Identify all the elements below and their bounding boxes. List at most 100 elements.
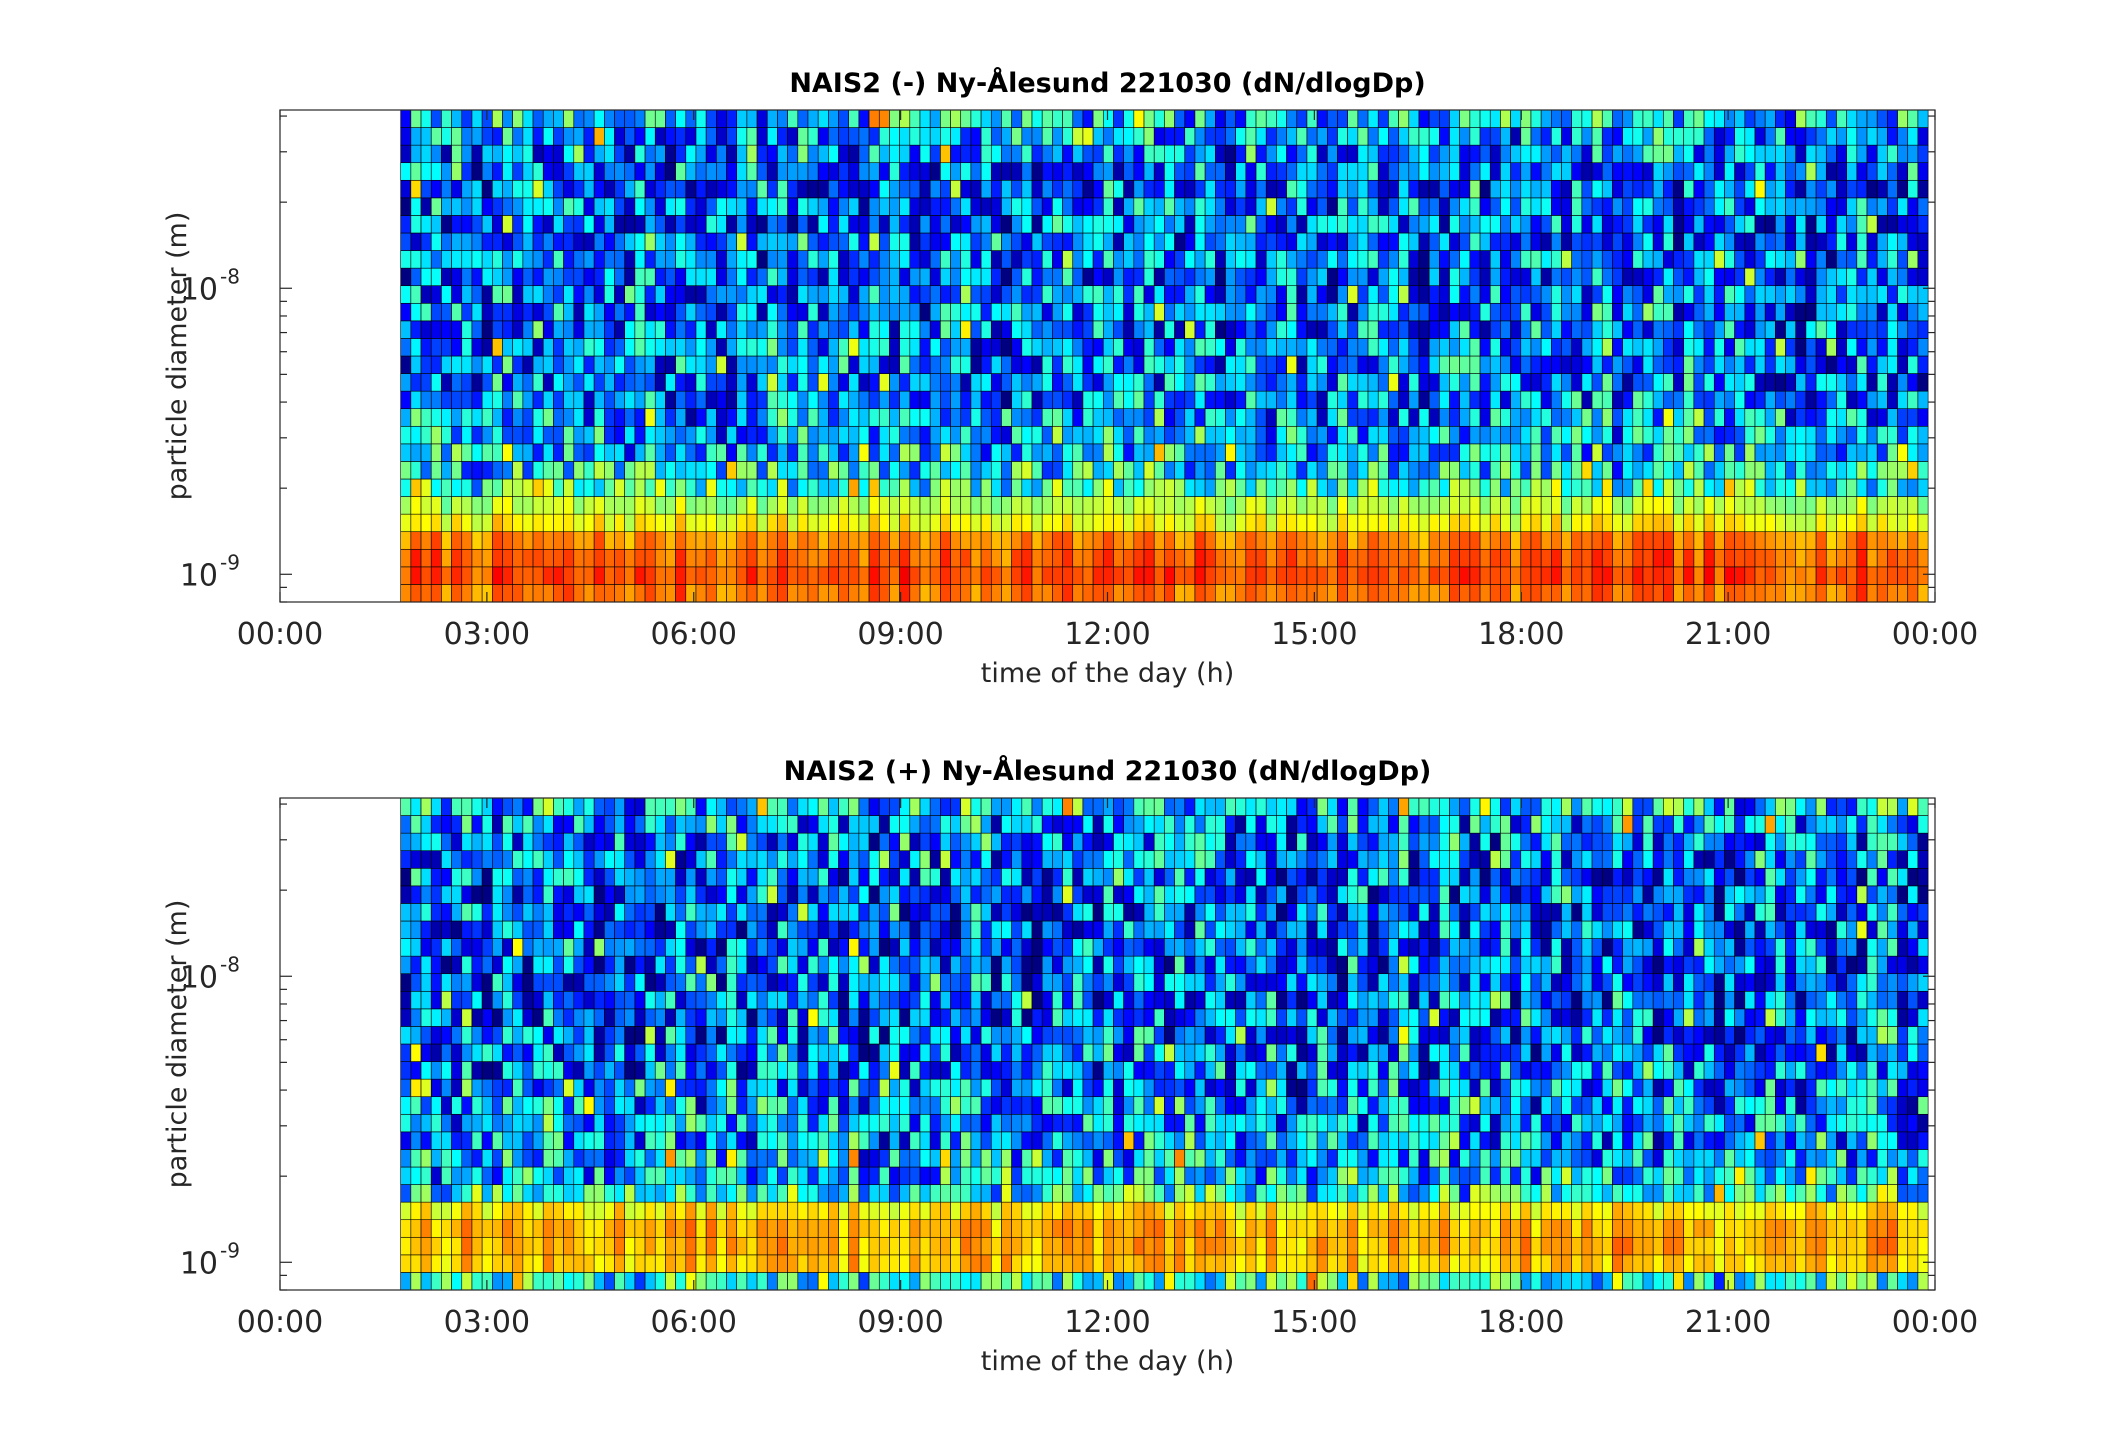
heatmap-cell (1917, 215, 1929, 234)
heatmap-cell (553, 548, 564, 568)
heatmap-cell (410, 531, 422, 550)
heatmap-cell (1377, 232, 1389, 251)
heatmap-cell (919, 144, 931, 164)
heatmap-cell (980, 531, 992, 550)
heatmap-cell (980, 179, 992, 199)
heatmap-cell (1897, 408, 1909, 427)
heatmap-cell (1133, 425, 1145, 445)
heatmap-cell (1642, 408, 1654, 427)
heatmap-cell (420, 1096, 432, 1115)
heatmap-cell (410, 285, 422, 304)
heatmap-cell (563, 179, 575, 199)
heatmap-cell (614, 373, 626, 392)
heatmap-cell (705, 197, 717, 216)
heatmap-cell (1041, 443, 1053, 462)
heatmap-cell (950, 179, 962, 199)
heatmap-cell (1846, 513, 1858, 533)
heatmap-cell (848, 461, 860, 480)
heatmap-cell (766, 197, 778, 216)
heatmap-cell (1795, 548, 1807, 568)
heatmap-cell (940, 179, 951, 199)
heatmap-cell (1713, 162, 1725, 181)
heatmap-cell (1652, 162, 1664, 181)
heatmap-cell (542, 478, 554, 497)
heatmap-cell (573, 990, 585, 1010)
heatmap-cell (1561, 179, 1573, 199)
heatmap-cell (1276, 496, 1287, 515)
heatmap-cell (553, 1008, 564, 1027)
heatmap-cell (522, 1096, 534, 1115)
heatmap-cell (1500, 443, 1511, 462)
heatmap-cell (1031, 127, 1043, 146)
heatmap-cell (1001, 496, 1012, 515)
heatmap-cell (1316, 478, 1328, 497)
heatmap-cell (400, 109, 412, 128)
heatmap-cell (1795, 338, 1807, 357)
heatmap-cell (471, 408, 483, 427)
heatmap-cell (1642, 496, 1654, 515)
heatmap-cell (716, 355, 727, 374)
heatmap-cell (654, 1254, 666, 1273)
heatmap-cell (1540, 478, 1552, 497)
heatmap-cell (685, 373, 697, 392)
heatmap-cell (593, 920, 605, 939)
heatmap-cell (1561, 548, 1573, 568)
heatmap-cell (848, 390, 860, 410)
heatmap-cell (1174, 531, 1186, 550)
heatmap-cell (838, 584, 850, 603)
heatmap-cell (950, 355, 962, 374)
heatmap-cell (481, 832, 493, 852)
heatmap-cell (1754, 320, 1766, 339)
heatmap-cell (716, 144, 727, 164)
heatmap-cell (1021, 109, 1033, 128)
heatmap-cell (583, 179, 595, 199)
heatmap-cell (461, 338, 473, 357)
heatmap-cell (1021, 513, 1033, 533)
heatmap-cell (471, 1184, 483, 1203)
heatmap-cell (1489, 478, 1501, 497)
heatmap-cell (654, 232, 666, 251)
heatmap-cell (644, 920, 656, 939)
heatmap-cell (889, 408, 900, 427)
heatmap-cell (1479, 461, 1491, 480)
heatmap-cell (787, 513, 799, 533)
heatmap-cell (542, 885, 554, 904)
heatmap-cell (430, 938, 442, 957)
heatmap-cell (1622, 162, 1634, 181)
heatmap-cell (1143, 144, 1155, 164)
heatmap-cell (756, 179, 768, 199)
heatmap-cell (1377, 548, 1389, 568)
heatmap-cell (1225, 548, 1236, 568)
heatmap-cell (563, 338, 575, 357)
heatmap-cell (665, 425, 676, 445)
heatmap-cell (1785, 320, 1797, 339)
heatmap-cell (1215, 267, 1226, 287)
heatmap-cell (492, 1254, 503, 1273)
heatmap-cell (889, 461, 900, 480)
heatmap-cell (1398, 215, 1410, 234)
heatmap-cell (1062, 584, 1074, 603)
heatmap-cell (492, 162, 503, 181)
heatmap-cell (1062, 267, 1074, 287)
heatmap-cell (624, 179, 636, 199)
heatmap-cell (878, 531, 890, 550)
heatmap-cell (1286, 478, 1298, 497)
heatmap-cell (1102, 566, 1114, 585)
heatmap-cell (400, 1096, 412, 1115)
heatmap-cell (604, 355, 615, 374)
heatmap-cell (553, 1096, 564, 1115)
heatmap-cell (532, 461, 544, 480)
heatmap-cell (563, 973, 575, 992)
heatmap-cell (542, 832, 554, 852)
heatmap-cell (756, 425, 768, 445)
heatmap-cell (1500, 425, 1511, 445)
heatmap-cell (858, 144, 870, 164)
heatmap-cell (1113, 513, 1124, 533)
heatmap-cell (746, 355, 758, 374)
heatmap-cell (1327, 548, 1338, 568)
heatmap-cell (990, 408, 1002, 427)
heatmap-cell (1581, 179, 1593, 199)
heatmap-cell (1907, 320, 1919, 339)
heatmap-cell (1357, 408, 1369, 427)
heatmap-cell (1123, 390, 1135, 410)
